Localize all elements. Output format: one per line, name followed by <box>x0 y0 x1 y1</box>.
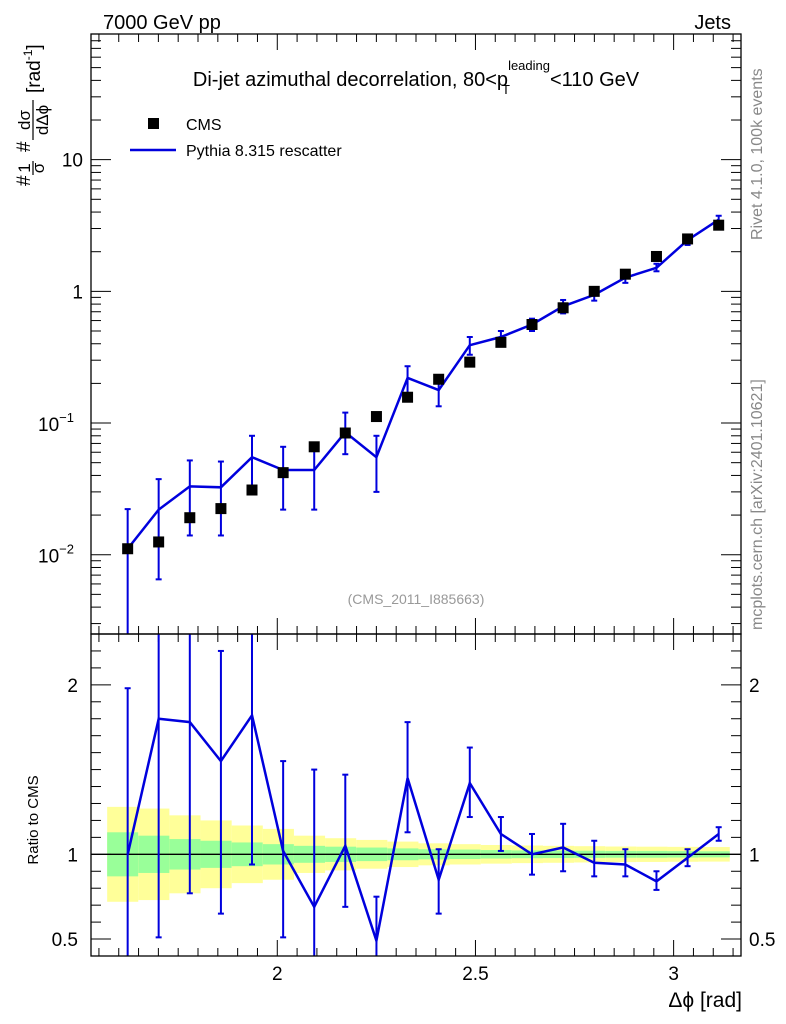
ylabel-den2: dΔϕ <box>33 105 52 135</box>
legend-cms-label: CMS <box>186 117 222 134</box>
ratio-y-tick-label: 1 <box>67 845 78 866</box>
ratio-plot-frame <box>90 633 742 957</box>
cms-data-point <box>619 268 631 280</box>
x-axis-label: Δϕ [rad] <box>668 989 742 1012</box>
main-y-tick-label: 1 <box>72 282 83 303</box>
cms-data-point <box>308 441 320 453</box>
cms-data-point <box>277 467 289 479</box>
ylabel-num1: 1 <box>15 163 34 172</box>
x-tick-label: 2.5 <box>462 964 488 985</box>
side-label-rivet: Rivet 4.1.0, 100k events <box>749 68 766 240</box>
ratio-tick-marks <box>91 633 741 957</box>
ylabel-hash1: # <box>14 175 35 186</box>
cms-data-point <box>433 373 445 385</box>
main-tick-marks <box>91 33 741 634</box>
mc-line <box>126 218 720 550</box>
svg-text:[rad-1]: [rad-1] <box>21 44 45 93</box>
cms-data-point <box>682 233 694 245</box>
cms-data-point <box>215 503 227 515</box>
legend: CMS Pythia 8.315 rescatter <box>130 117 342 160</box>
svg-text:#: # <box>14 141 35 152</box>
ratio-y-tick-label-right: 2 <box>749 676 760 697</box>
chart-title: Di-jet azimuthal decorrelation, 80<plead… <box>193 58 640 97</box>
cms-data-point <box>246 484 258 496</box>
cms-data-point <box>464 356 476 368</box>
cms-data-point <box>370 411 382 423</box>
ratio-y-tick-label: 2 <box>67 676 78 697</box>
x-tick-label: 3 <box>668 964 679 985</box>
header-collision-label: 7000 GeV pp <box>103 12 221 34</box>
ratio-y-tick-label-right: 0.5 <box>749 930 775 951</box>
svg-text:dΔϕ: dΔϕ <box>33 105 52 135</box>
main-data-series <box>122 214 725 634</box>
cms-data-point <box>650 250 662 262</box>
x-tick-label: 2 <box>272 964 283 985</box>
cms-data-point <box>184 512 196 524</box>
cms-data-point <box>339 427 351 439</box>
cms-data-point <box>588 285 600 297</box>
main-plot-panel: Di-jet azimuthal decorrelation, 80<plead… <box>90 33 742 635</box>
ratio-y-axis-label: Ratio to CMS <box>25 775 42 864</box>
title-subscript: T <box>502 82 510 97</box>
svg-text:1: 1 <box>15 163 34 172</box>
main-y-tick-label: 10 <box>62 151 83 172</box>
svg-text:σ: σ <box>29 162 48 173</box>
legend-pythia-label: Pythia 8.315 rescatter <box>186 143 342 160</box>
main-y-axis-label: # 1 σ # dσ dΔϕ [rad-1] <box>14 44 52 186</box>
ylabel-exp: -1 <box>21 49 35 60</box>
ylabel-unit: [rad <box>24 60 45 93</box>
cms-data-point <box>526 319 538 331</box>
header-process-label: Jets <box>694 12 731 34</box>
main-y-tick-label: 10−2 <box>38 542 74 568</box>
ratio-line <box>126 712 720 946</box>
cms-data-point <box>402 391 414 403</box>
svg-text:#: # <box>14 175 35 186</box>
ylabel-close: ] <box>24 44 45 49</box>
ylabel-hash2: # <box>14 141 35 152</box>
title-superscript: leading <box>508 58 550 73</box>
ratio-y-tick-label-right: 1 <box>749 845 760 866</box>
main-y-tick-label: 10−1 <box>38 410 74 436</box>
ylabel-num2: dσ <box>15 110 34 130</box>
cms-data-point <box>153 536 165 548</box>
ratio-y-tick-label: 0.5 <box>52 930 78 951</box>
legend-cms-marker <box>148 118 159 129</box>
ylabel-den1: σ <box>29 162 48 173</box>
cms-data-point <box>495 336 507 348</box>
ratio-uncertainty-bands <box>91 806 741 902</box>
cms-data-point <box>122 543 134 555</box>
cms-data-point <box>713 219 725 231</box>
cms-data-point <box>557 302 569 314</box>
ratio-data-series <box>124 634 722 956</box>
side-label-mcplots: mcplots.cern.ch [arXiv:2401.10621] <box>749 379 766 630</box>
ratio-plot-panel <box>90 633 742 957</box>
svg-text:dσ: dσ <box>15 110 34 130</box>
analysis-watermark: (CMS_2011_I885663) <box>348 591 485 607</box>
